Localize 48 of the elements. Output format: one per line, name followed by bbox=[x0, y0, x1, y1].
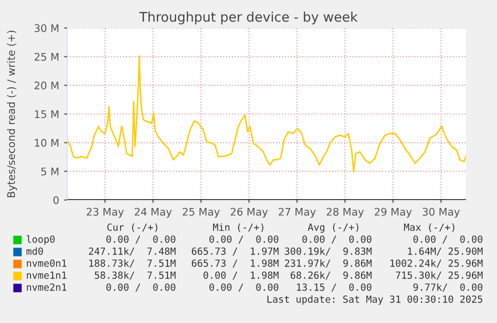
x-tick-label: 26 May bbox=[230, 208, 268, 218]
text: 300.19k/ 9.83M bbox=[284, 247, 372, 256]
text: Avg (-/+) bbox=[308, 223, 358, 233]
x-tick-label: 28 May bbox=[326, 208, 364, 218]
legend-label: nvme1n1 bbox=[26, 272, 66, 279]
text: 231.97k/ 9.86M bbox=[284, 259, 372, 268]
y-tick-label: 30 M bbox=[34, 24, 58, 32]
y-tick-label: 25 M bbox=[34, 52, 58, 61]
text: 68.26k/ 9.86M bbox=[290, 271, 372, 280]
text: 0.00 / 1.98M bbox=[204, 271, 279, 280]
text: 188.73k/ 7.51M bbox=[89, 259, 176, 268]
legend-label: nvme0n1 bbox=[26, 259, 66, 267]
text: Last update: Sat May 31 00:30:10 2025 bbox=[267, 295, 482, 305]
text: 1002.24k/ 25.96M bbox=[390, 259, 483, 268]
text: 9.77k/ 0.00 bbox=[413, 283, 482, 292]
x-tick-label: 24 May bbox=[134, 208, 172, 218]
text: Max (-/+) bbox=[404, 223, 454, 232]
text: Min (-/+) bbox=[213, 223, 264, 232]
text: 665.73 / 1.98M bbox=[192, 259, 279, 268]
y-tick-label: 20 M bbox=[34, 82, 58, 90]
text: Cur (-/+) bbox=[107, 223, 158, 232]
text: 0.00 / 0.00 bbox=[106, 235, 176, 244]
y-tick-label: 0 bbox=[53, 196, 59, 204]
x-tick-label: 23 May bbox=[86, 208, 124, 218]
line-series bbox=[67, 55, 466, 173]
legend-label: loop0 bbox=[26, 235, 55, 245]
y-tick-label: 10 M bbox=[34, 138, 58, 147]
y-axis-title: Bytes/second read (-) / write (+) bbox=[6, 30, 18, 198]
x-tick-label: 29 May bbox=[374, 208, 412, 218]
y-tick-label: 5 M bbox=[41, 168, 58, 176]
text: 715.30k/ 25.96M bbox=[396, 271, 483, 280]
legend-label: nvme2n1 bbox=[26, 283, 66, 291]
text: 665.73 / 1.97M bbox=[192, 247, 279, 256]
text: 1.64M/ 25.90M bbox=[408, 247, 483, 256]
text: 0.00 / 0.00 bbox=[209, 283, 278, 292]
x-tick-label: 30 May bbox=[422, 208, 460, 218]
text: 13.15 / 0.00 bbox=[297, 283, 372, 292]
x-tick-label: 27 May bbox=[278, 208, 316, 218]
y-tick-label: 15 M bbox=[34, 110, 58, 118]
chart-title: Throughput per device - by week bbox=[139, 12, 358, 24]
legend-label: md0 bbox=[26, 247, 43, 255]
text: 0.00 / 0.00 bbox=[302, 235, 372, 244]
text: 0.00 / 0.00 bbox=[413, 235, 482, 244]
text: 0.00 / 0.00 bbox=[209, 235, 278, 244]
x-tick-label: 25 May bbox=[182, 208, 220, 218]
text: 247.11k/ 7.48M bbox=[88, 247, 176, 256]
text: 0.00 / 0.00 bbox=[106, 283, 176, 292]
text: 58.38k/ 7.51M bbox=[94, 271, 176, 280]
